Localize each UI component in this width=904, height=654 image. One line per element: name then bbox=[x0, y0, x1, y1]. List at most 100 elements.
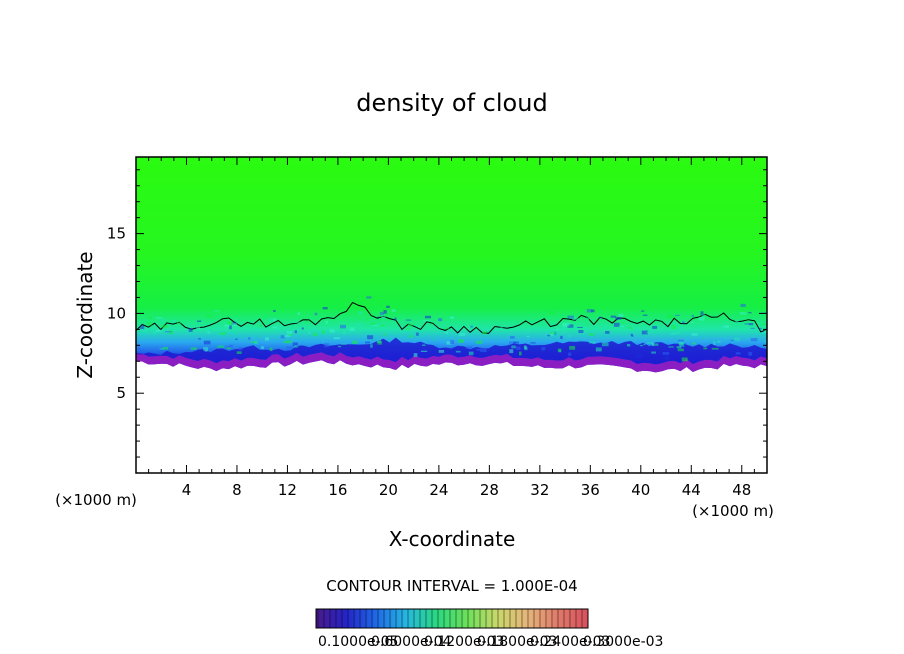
field-speckle bbox=[577, 327, 583, 328]
field-speckle bbox=[142, 328, 148, 332]
field-speckle bbox=[422, 344, 426, 346]
field-speckle bbox=[203, 340, 211, 345]
field-speckle bbox=[242, 326, 246, 330]
field-speckle bbox=[259, 324, 263, 327]
field-speckle bbox=[675, 314, 680, 316]
x-tick-label: 12 bbox=[278, 481, 297, 499]
field-texture bbox=[138, 296, 767, 362]
field-speckle bbox=[333, 337, 340, 340]
field-speckle bbox=[550, 333, 554, 336]
field-speckle bbox=[764, 330, 767, 334]
field-speckle bbox=[630, 333, 633, 336]
field-speckle bbox=[486, 324, 489, 326]
field-speckle bbox=[147, 316, 152, 320]
field-speckle bbox=[701, 314, 706, 318]
cloud-density-field bbox=[136, 157, 767, 373]
field-speckle bbox=[686, 350, 692, 353]
field-speckle bbox=[273, 310, 276, 312]
field-speckle bbox=[678, 341, 684, 346]
field-speckle bbox=[468, 351, 474, 356]
x-tick-label: 36 bbox=[581, 481, 600, 499]
colorbar-frame bbox=[315, 608, 589, 629]
field-speckle bbox=[691, 314, 694, 317]
field-speckle bbox=[457, 339, 464, 343]
field-speckle bbox=[204, 350, 208, 352]
field-speckle bbox=[631, 335, 634, 337]
field-speckle bbox=[322, 307, 328, 310]
field-speckle bbox=[405, 319, 412, 321]
field-speckle bbox=[159, 348, 164, 350]
field-speckle bbox=[165, 331, 172, 333]
field-speckle bbox=[700, 311, 704, 315]
field-speckle bbox=[568, 335, 572, 338]
field-speckle bbox=[761, 323, 767, 326]
field-speckle bbox=[698, 316, 705, 321]
field-speckle bbox=[511, 345, 516, 349]
field-speckle bbox=[690, 321, 695, 323]
x-axis-ticks: 4 8 12 16 20 24 28 32 36 40 44 48 bbox=[148, 157, 755, 499]
dense-cloud-base-band bbox=[136, 352, 767, 373]
x-unit-left: (×1000 m) bbox=[55, 491, 137, 509]
field-speckle bbox=[613, 322, 620, 327]
field-speckle bbox=[325, 320, 329, 325]
field-speckle bbox=[547, 334, 550, 337]
x-tick-label: 48 bbox=[732, 481, 751, 499]
field-speckle bbox=[643, 343, 646, 345]
field-speckle bbox=[668, 346, 674, 348]
field-speckle bbox=[306, 320, 310, 323]
field-speckle bbox=[226, 347, 231, 350]
field-speckle bbox=[748, 312, 752, 314]
field-speckle bbox=[681, 357, 688, 362]
field-speckle bbox=[509, 341, 516, 344]
field-speckle bbox=[526, 328, 531, 333]
field-speckle bbox=[530, 342, 536, 344]
x-tick-label: 32 bbox=[530, 481, 549, 499]
field-speckle bbox=[470, 325, 473, 328]
field-speckle bbox=[234, 317, 237, 322]
field-speckle bbox=[236, 351, 242, 354]
field-speckle bbox=[601, 342, 609, 347]
field-speckle bbox=[639, 344, 644, 347]
field-speckle bbox=[438, 318, 443, 322]
field-speckle bbox=[358, 311, 363, 315]
field-speckle bbox=[391, 309, 396, 312]
field-speckle bbox=[229, 344, 234, 348]
field-speckle bbox=[750, 338, 758, 342]
field-speckle bbox=[177, 322, 182, 324]
x-unit-right: (×1000 m) bbox=[692, 502, 774, 520]
field-speckle bbox=[446, 341, 452, 345]
field-speckle bbox=[616, 347, 620, 350]
field-speckle bbox=[630, 324, 634, 327]
field-speckle bbox=[235, 338, 238, 340]
contour-interval-text: CONTOUR INTERVAL = 1.000E-04 bbox=[326, 577, 577, 595]
field-speckle bbox=[413, 353, 418, 357]
field-speckle bbox=[664, 355, 669, 360]
field-speckle bbox=[308, 332, 311, 334]
field-speckle bbox=[589, 333, 594, 336]
field-speckle bbox=[224, 324, 231, 327]
field-speckle bbox=[550, 332, 557, 334]
field-speckle bbox=[409, 335, 413, 338]
field-speckle bbox=[197, 320, 202, 322]
field-speckle bbox=[748, 323, 754, 326]
field-speckle bbox=[586, 309, 593, 313]
field-speckle bbox=[626, 344, 631, 347]
field-speckle bbox=[572, 317, 579, 321]
field-speckle bbox=[764, 340, 767, 343]
field-speckle bbox=[399, 331, 403, 334]
field-speckle bbox=[739, 311, 746, 314]
field-speckle bbox=[618, 325, 624, 327]
field-speckle bbox=[416, 332, 419, 336]
field-speckle bbox=[662, 352, 670, 355]
field-speckle bbox=[673, 321, 676, 326]
field-speckle bbox=[152, 331, 156, 335]
field-speckle bbox=[155, 329, 161, 332]
field-speckle bbox=[562, 322, 570, 327]
field-speckle bbox=[759, 327, 762, 330]
field-speckle bbox=[541, 347, 546, 351]
field-speckle bbox=[438, 350, 445, 353]
colorbar-labels: 0.1000e-050.6000e-040.1200e-030.1800e-03… bbox=[318, 634, 663, 650]
field-speckle bbox=[338, 345, 342, 348]
field-speckle bbox=[568, 352, 572, 356]
field-speckle bbox=[524, 346, 528, 351]
